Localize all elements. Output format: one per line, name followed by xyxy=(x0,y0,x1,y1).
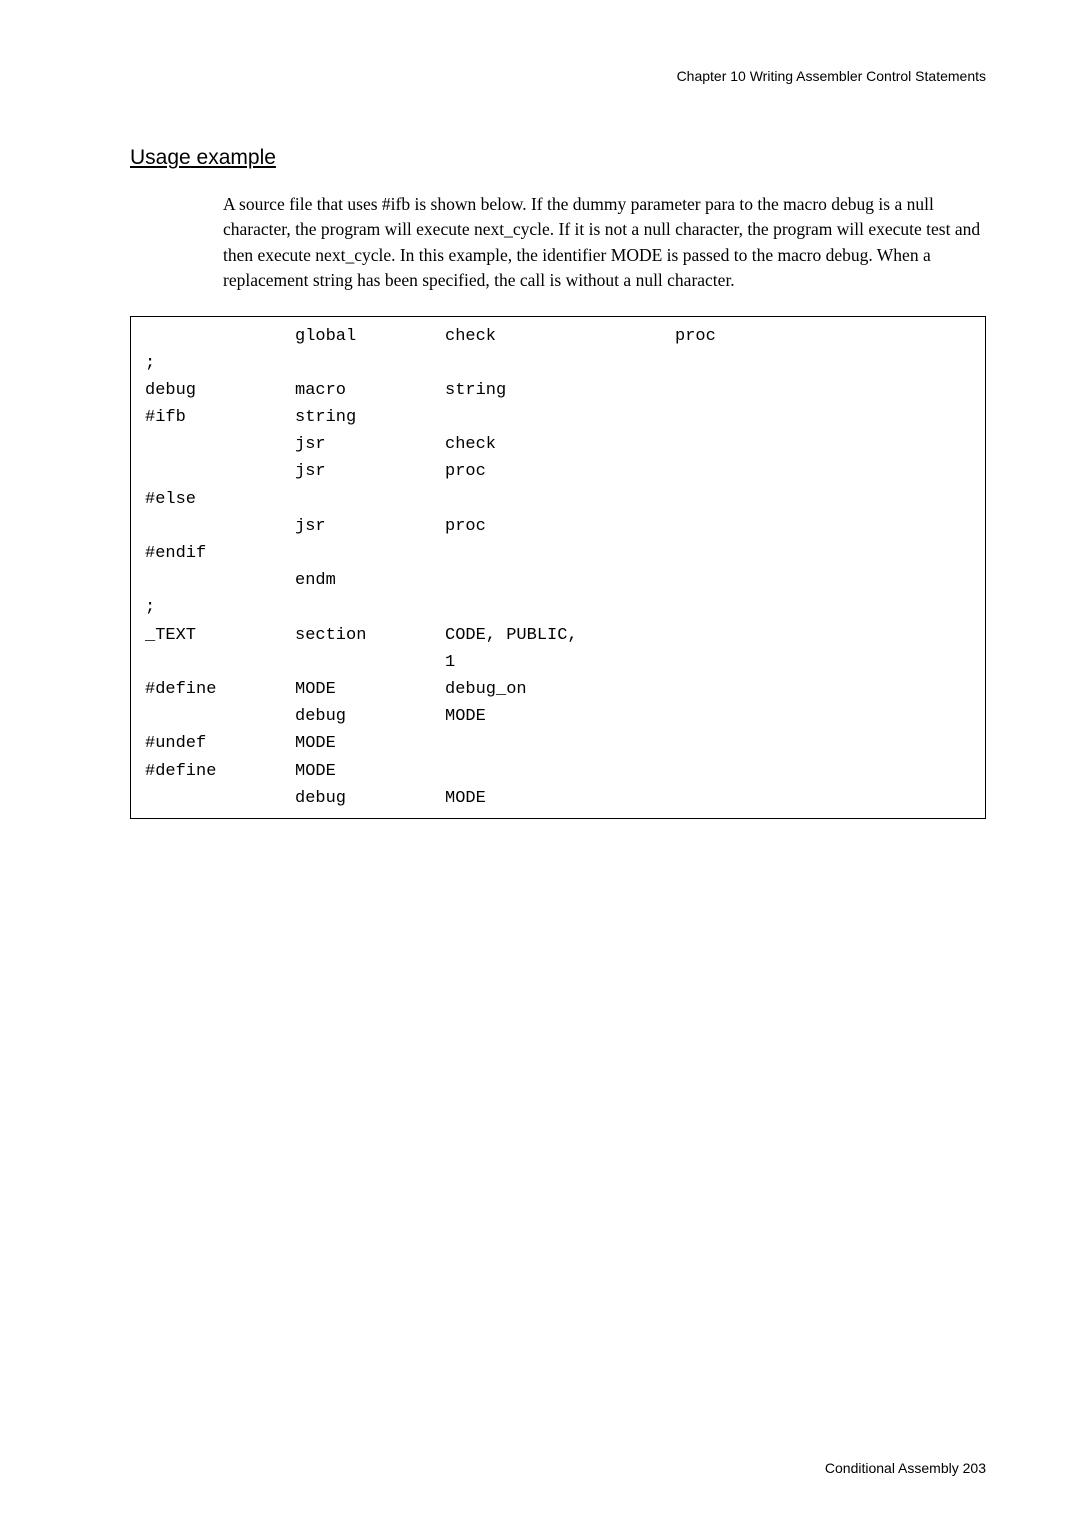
code-col2: jsr xyxy=(295,513,445,540)
code-row: #else xyxy=(145,486,971,513)
code-row: jsr check xyxy=(145,431,971,458)
chapter-header: Chapter 10 Writing Assembler Control Sta… xyxy=(130,68,986,84)
code-col1 xyxy=(145,323,295,350)
section-title: Usage example xyxy=(130,146,986,170)
code-col3: MODE xyxy=(445,785,675,812)
code-col1 xyxy=(145,567,295,594)
code-col2 xyxy=(295,350,445,377)
code-col3 xyxy=(445,486,675,513)
code-col2 xyxy=(295,594,445,621)
code-col3 xyxy=(445,540,675,567)
code-col2: macro xyxy=(295,377,445,404)
code-col1 xyxy=(145,649,295,676)
code-listing: global check proc ; debug macro string #… xyxy=(130,316,986,819)
code-row: #define MODE xyxy=(145,758,971,785)
code-col4 xyxy=(675,649,971,676)
code-row: debug macro string xyxy=(145,377,971,404)
code-col4 xyxy=(675,594,971,621)
code-col2 xyxy=(295,649,445,676)
code-col1 xyxy=(145,703,295,730)
page-container: Chapter 10 Writing Assembler Control Sta… xyxy=(0,0,1080,879)
code-col3 xyxy=(445,594,675,621)
code-row: #define MODE debug_on xyxy=(145,676,971,703)
code-col4 xyxy=(675,540,971,567)
code-col2: endm xyxy=(295,567,445,594)
code-row: endm xyxy=(145,567,971,594)
code-col3 xyxy=(445,404,675,431)
code-col4 xyxy=(675,458,971,485)
code-col4 xyxy=(675,513,971,540)
code-row: debug MODE xyxy=(145,703,971,730)
code-row: jsr proc xyxy=(145,458,971,485)
code-col2: string xyxy=(295,404,445,431)
code-col2: jsr xyxy=(295,431,445,458)
code-col1: #ifb xyxy=(145,404,295,431)
code-row: ; xyxy=(145,350,971,377)
code-col3: debug_on xyxy=(445,676,675,703)
code-col2: section xyxy=(295,622,445,649)
code-row: #undef MODE xyxy=(145,730,971,757)
code-col3: MODE xyxy=(445,703,675,730)
code-row: ; xyxy=(145,594,971,621)
code-col3: CODE, PUBLIC, xyxy=(445,622,675,649)
code-col1: #undef xyxy=(145,730,295,757)
code-col4 xyxy=(675,486,971,513)
code-col3: check xyxy=(445,431,675,458)
code-col4 xyxy=(675,350,971,377)
code-col3: 1 xyxy=(445,649,675,676)
code-col4 xyxy=(675,567,971,594)
code-col1: #define xyxy=(145,758,295,785)
code-row: _TEXT section CODE, PUBLIC, xyxy=(145,622,971,649)
code-col4 xyxy=(675,676,971,703)
code-col2 xyxy=(295,540,445,567)
code-col1 xyxy=(145,431,295,458)
code-col2: MODE xyxy=(295,758,445,785)
code-col1: #define xyxy=(145,676,295,703)
code-col1: ; xyxy=(145,594,295,621)
code-col2: debug xyxy=(295,785,445,812)
code-col2: global xyxy=(295,323,445,350)
code-col2: MODE xyxy=(295,730,445,757)
page-footer: Conditional Assembly 203 xyxy=(825,1460,986,1476)
code-col4: proc xyxy=(675,323,971,350)
code-row: jsr proc xyxy=(145,513,971,540)
code-col1: ; xyxy=(145,350,295,377)
code-col3: string xyxy=(445,377,675,404)
code-row: 1 xyxy=(145,649,971,676)
code-col1: _TEXT xyxy=(145,622,295,649)
usage-paragraph: A source file that uses #ifb is shown be… xyxy=(223,192,986,294)
code-col3 xyxy=(445,567,675,594)
code-row: global check proc xyxy=(145,323,971,350)
code-col4 xyxy=(675,622,971,649)
code-row: #endif xyxy=(145,540,971,567)
code-col4 xyxy=(675,785,971,812)
code-col4 xyxy=(675,730,971,757)
code-col4 xyxy=(675,703,971,730)
code-row: debug MODE xyxy=(145,785,971,812)
code-col4 xyxy=(675,377,971,404)
code-col3: proc xyxy=(445,513,675,540)
code-col1: #else xyxy=(145,486,295,513)
code-col1 xyxy=(145,785,295,812)
code-col3 xyxy=(445,730,675,757)
code-col3 xyxy=(445,758,675,785)
code-col3: check xyxy=(445,323,675,350)
code-row: #ifb string xyxy=(145,404,971,431)
code-col2 xyxy=(295,486,445,513)
code-col1 xyxy=(145,458,295,485)
code-col4 xyxy=(675,404,971,431)
code-col1: #endif xyxy=(145,540,295,567)
code-col1: debug xyxy=(145,377,295,404)
code-col4 xyxy=(675,431,971,458)
code-col3 xyxy=(445,350,675,377)
code-col3: proc xyxy=(445,458,675,485)
code-col4 xyxy=(675,758,971,785)
code-col2: debug xyxy=(295,703,445,730)
code-col1 xyxy=(145,513,295,540)
code-col2: MODE xyxy=(295,676,445,703)
code-col2: jsr xyxy=(295,458,445,485)
